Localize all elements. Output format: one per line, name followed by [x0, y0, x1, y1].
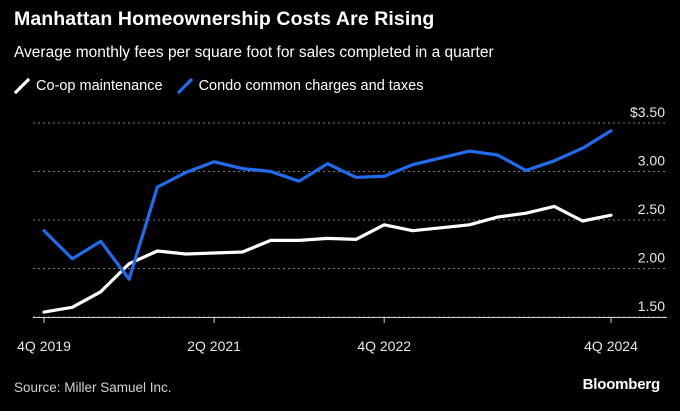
legend: Co-op maintenance Condo common charges a…: [14, 78, 437, 94]
series-line-condo: [42, 129, 613, 281]
series-line-coop: [42, 204, 613, 314]
x-tick-label: 2Q 2021: [187, 338, 241, 354]
x-tick-label: 4Q 2019: [17, 338, 71, 354]
y-tick-label: 1.50: [638, 298, 665, 314]
legend-swatch-coop: [14, 78, 30, 94]
y-tick-label: 2.00: [638, 250, 665, 266]
series-lines: [42, 129, 613, 314]
bloomberg-logo: Bloomberg: [582, 376, 661, 393]
x-axis-labels: 4Q 2019 2Q 2021 4Q 2022 4Q 2024: [17, 338, 638, 354]
y-tick-label: $3.50: [630, 104, 665, 120]
x-tick-label: 4Q 2022: [357, 338, 411, 354]
legend-item-condo: Condo common charges and taxes: [176, 78, 424, 94]
chart-title: Manhattan Homeownership Costs Are Rising: [14, 8, 435, 30]
y-axis-labels: 1.50 2.00 2.50 3.00 $3.50: [630, 104, 665, 314]
y-tick-label: 3.00: [638, 153, 665, 169]
legend-item-coop: Co-op maintenance: [14, 78, 163, 94]
x-tick-label: 4Q 2024: [584, 338, 638, 354]
legend-label-condo: Condo common charges and taxes: [198, 78, 424, 94]
legend-swatch-condo: [176, 78, 193, 94]
x-axis: [33, 317, 667, 323]
chart-subtitle: Average monthly fees per square foot for…: [14, 44, 494, 61]
y-tick-label: 2.50: [638, 201, 665, 217]
source-note: Source: Miller Samuel Inc.: [14, 380, 172, 395]
legend-label-coop: Co-op maintenance: [36, 78, 163, 94]
